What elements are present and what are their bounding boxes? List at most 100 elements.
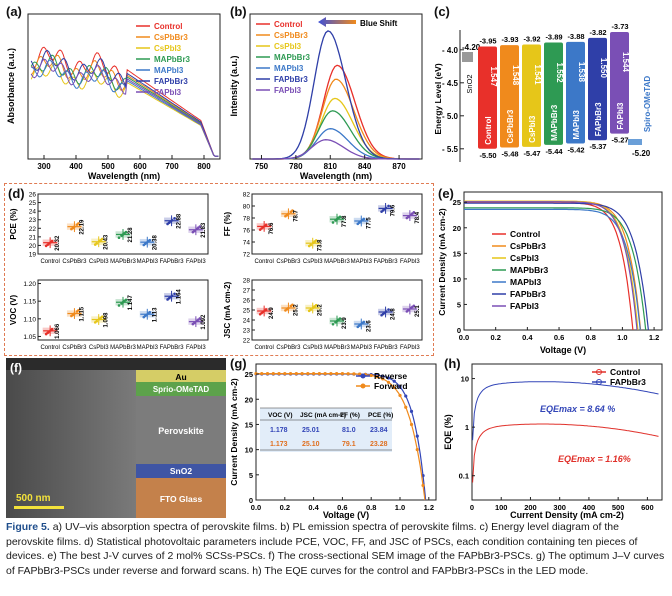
d-point bbox=[314, 303, 318, 307]
h-tick-label: 600 bbox=[641, 503, 654, 512]
pl-curve-2 bbox=[252, 97, 420, 160]
d-tick-label: 72 bbox=[243, 252, 251, 259]
d-point bbox=[77, 222, 80, 225]
g-table-head: JSC (mA cm-2) bbox=[300, 412, 346, 419]
d-category: MAPbI3 bbox=[137, 345, 159, 351]
b-tick-label: 840 bbox=[358, 162, 372, 171]
bar-name: CsPbI3 bbox=[528, 115, 537, 143]
g-point bbox=[265, 371, 270, 376]
b-xlabel: Wavelength (nm) bbox=[300, 171, 372, 181]
d-value: 73.8 bbox=[318, 239, 324, 251]
d-tick-label: 80 bbox=[243, 204, 251, 211]
eqe-curve-1 bbox=[472, 423, 659, 483]
a-legend-item: CsPbBr3 bbox=[154, 33, 188, 42]
g-point bbox=[404, 405, 408, 409]
b-ylabel: Intensity (a.u.) bbox=[229, 55, 239, 116]
g-point bbox=[386, 380, 391, 384]
b-legend-item: CsPbI3 bbox=[274, 42, 302, 51]
a-tick-label: 400 bbox=[69, 162, 83, 171]
pl-curve-3 bbox=[252, 110, 420, 160]
d-value: 23.9 bbox=[342, 317, 348, 329]
g-point bbox=[392, 385, 396, 390]
d-value: 24.9 bbox=[269, 307, 275, 319]
d-value: 24.8 bbox=[391, 308, 397, 320]
spiro-value: -5.20 bbox=[632, 149, 651, 158]
g-point bbox=[271, 371, 275, 376]
d-value: 78.7 bbox=[293, 209, 299, 221]
eqe-fap-annotation: EQEmax = 8.64 % bbox=[540, 404, 615, 414]
b-legend-item: FAPbBr3 bbox=[274, 75, 308, 84]
a-legend-item: CsPbI3 bbox=[154, 44, 182, 53]
g-forward-cell: 25.10 bbox=[302, 441, 320, 448]
d-category: Control bbox=[40, 259, 59, 265]
h-tick-label: 300 bbox=[553, 503, 566, 512]
d-point bbox=[117, 236, 121, 239]
a-tick-label: 500 bbox=[101, 162, 115, 171]
d-point bbox=[407, 215, 410, 219]
d-value: 78.4 bbox=[415, 211, 421, 223]
a-tick-label: 700 bbox=[165, 162, 179, 171]
vb-value: -5.50 bbox=[479, 151, 496, 160]
d-point bbox=[148, 310, 152, 314]
cb-value: -3.89 bbox=[545, 33, 562, 42]
h-tick-label: 500 bbox=[612, 503, 625, 512]
spiro-level bbox=[628, 139, 642, 145]
d-point bbox=[291, 209, 294, 212]
b-tick-label: 750 bbox=[255, 162, 269, 171]
g-forward-cell: 79.1 bbox=[342, 441, 356, 448]
g-point bbox=[398, 393, 402, 398]
d-point bbox=[314, 239, 318, 242]
d-point bbox=[100, 315, 104, 318]
cb-value: -3.73 bbox=[611, 22, 628, 31]
d-tick-label: 21 bbox=[29, 234, 37, 241]
g-point bbox=[358, 372, 362, 376]
d-point bbox=[117, 304, 121, 307]
g-point bbox=[398, 385, 402, 389]
cb-value: -3.82 bbox=[589, 28, 606, 37]
d-category: CsPbBr3 bbox=[62, 345, 87, 351]
d-tick-label: 23 bbox=[243, 328, 251, 335]
d-tick-label: 25 bbox=[29, 200, 37, 207]
h-tick-label: 10 bbox=[461, 375, 469, 384]
e-tick-label: 0.8 bbox=[586, 333, 596, 342]
d-point bbox=[291, 303, 294, 307]
absorbance-curve-4 bbox=[31, 59, 219, 157]
energy-bar-MAPbI3 bbox=[566, 41, 585, 144]
h-tick-label: 100 bbox=[495, 503, 508, 512]
g-tick-label: 0.6 bbox=[337, 503, 347, 512]
e-legend-item: MAPbI3 bbox=[510, 277, 541, 287]
d-tick-label: 1.15 bbox=[23, 299, 36, 306]
a-legend-item: Control bbox=[154, 22, 182, 31]
g-point bbox=[392, 379, 396, 383]
d-ylabel: VOC (V) bbox=[9, 295, 18, 326]
d-point bbox=[331, 322, 335, 326]
d-tick-label: 26 bbox=[29, 192, 37, 199]
d-point bbox=[309, 308, 313, 311]
sno2-value: -4.20 bbox=[462, 43, 481, 52]
jv-curve-5 bbox=[464, 202, 649, 331]
bar-name: Control bbox=[484, 116, 493, 144]
g-point bbox=[329, 371, 333, 376]
a-xlabel: Wavelength (nm) bbox=[88, 171, 160, 181]
g-point bbox=[352, 372, 356, 376]
d-point bbox=[73, 312, 76, 315]
gap-value: 1.541 bbox=[533, 65, 542, 86]
g-tick-label: 10 bbox=[245, 446, 253, 455]
d-point bbox=[193, 229, 196, 233]
d-tick-label: 20 bbox=[29, 243, 37, 250]
panel-f-label: (f) bbox=[10, 361, 22, 375]
d-point bbox=[287, 212, 290, 216]
g-point bbox=[415, 447, 419, 452]
d-value: 1.115 bbox=[79, 306, 85, 321]
d-point bbox=[198, 225, 202, 228]
g-point bbox=[409, 422, 414, 427]
panel-d-frame bbox=[4, 183, 434, 356]
g-tick-label: 0.2 bbox=[280, 503, 290, 512]
d-category: MAPbI3 bbox=[351, 345, 373, 351]
e-xlabel: Voltage (V) bbox=[540, 345, 586, 355]
e-legend-item: Control bbox=[510, 229, 540, 239]
g-point bbox=[381, 374, 385, 378]
d-point bbox=[407, 308, 410, 312]
d-point bbox=[331, 221, 335, 224]
